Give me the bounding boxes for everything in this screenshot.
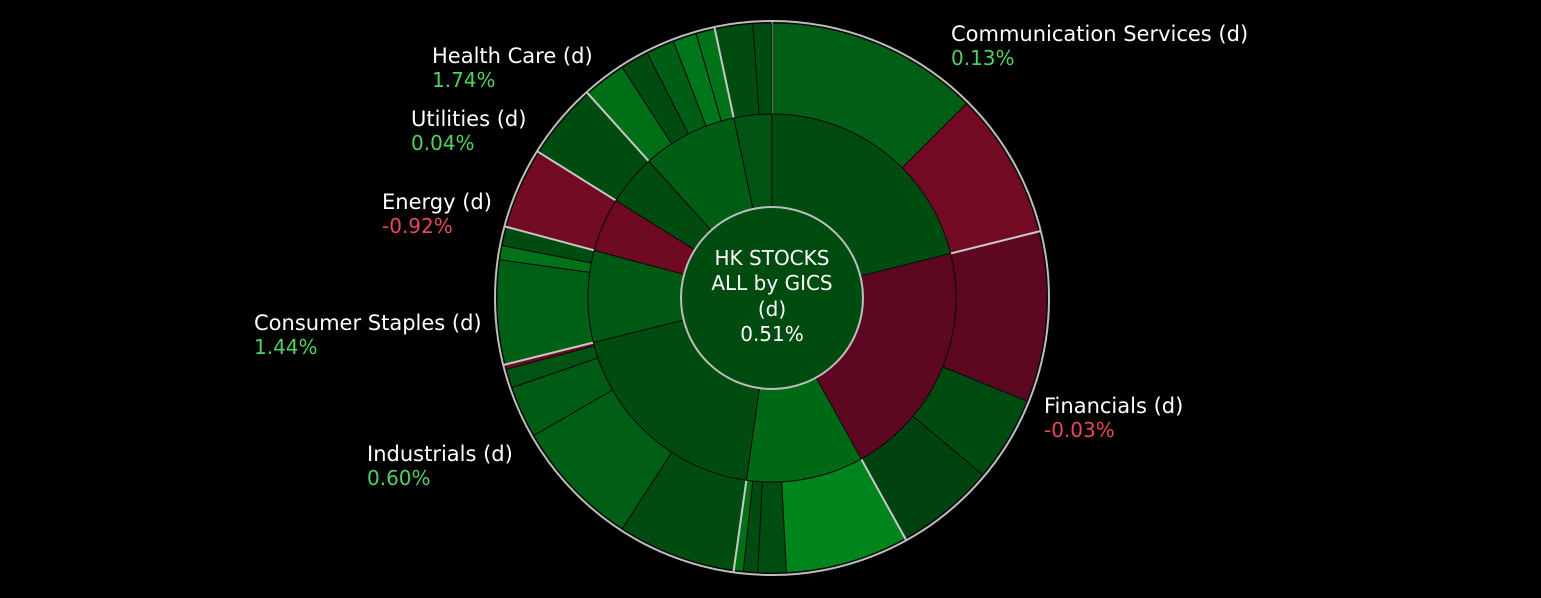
sector-label-consumer-staples: Consumer Staples (d): [254, 311, 482, 335]
sector-value-utilities: 0.04%: [411, 131, 475, 155]
center-value: 0.51%: [740, 322, 804, 346]
sector-value-health-care: 1.74%: [432, 68, 496, 92]
center-circle: [680, 206, 864, 390]
center-title-line: HK STOCKS: [715, 246, 830, 270]
sector-label-communication-services: Communication Services (d): [951, 22, 1248, 46]
sector-label-industrials: Industrials (d): [367, 442, 513, 466]
sector-label-energy: Energy (d): [382, 190, 492, 214]
sector-label-health-care: Health Care (d): [432, 44, 593, 68]
center-title-line: (d): [758, 297, 786, 321]
center-title-line: ALL by GICS: [711, 271, 832, 295]
sector-value-energy: -0.92%: [382, 214, 453, 238]
inner-ring: [587, 113, 957, 483]
sector-value-communication-services: 0.13%: [951, 46, 1015, 70]
sector-value-industrials: 0.60%: [367, 466, 431, 490]
center-node[interactable]: HK STOCKS ALL by GICS (d) 0.51%: [680, 206, 864, 390]
sector-value-consumer-staples: 1.44%: [254, 335, 318, 359]
sector-label-financials: Financials (d): [1044, 394, 1183, 418]
sector-labels: Communication Services (d) 0.13% Financi…: [254, 22, 1248, 490]
sector-label-utilities: Utilities (d): [411, 107, 526, 131]
outer-border-circle: [494, 20, 1050, 576]
sector-value-financials: -0.03%: [1044, 418, 1115, 442]
